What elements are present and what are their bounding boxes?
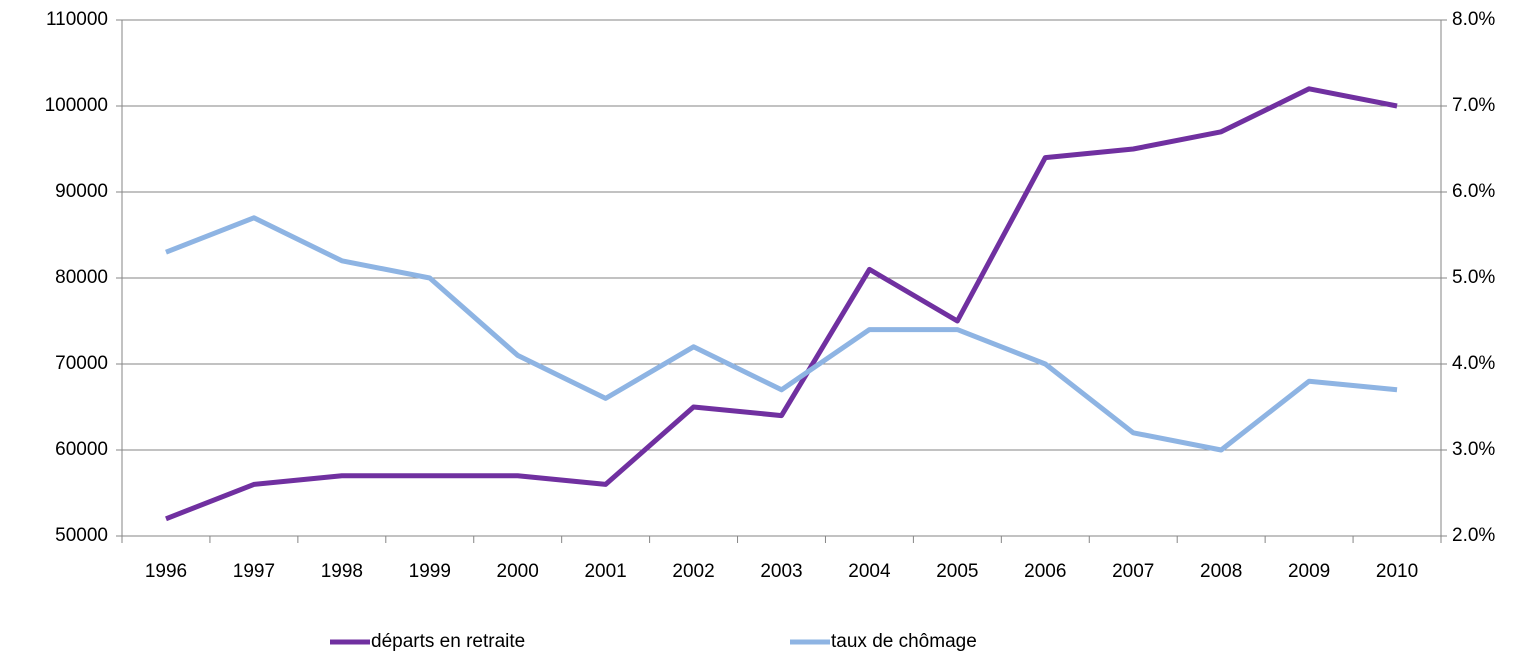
y2-tick-label: 5.0% bbox=[1452, 267, 1495, 288]
x-tick-label: 2006 bbox=[1024, 561, 1066, 582]
y2-tick-label: 8.0% bbox=[1452, 9, 1495, 30]
x-tick-label: 2003 bbox=[760, 561, 802, 582]
y-tick-label: 110000 bbox=[46, 9, 108, 30]
y-tick-label: 80000 bbox=[55, 267, 108, 288]
legend-label: taux de chômage bbox=[831, 631, 977, 652]
legend-label: départs en retraite bbox=[371, 631, 525, 652]
x-tick-label: 2010 bbox=[1376, 561, 1418, 582]
x-tick-label: 1998 bbox=[321, 561, 363, 582]
y2-tick-label: 3.0% bbox=[1452, 439, 1495, 460]
x-tick-label: 2005 bbox=[936, 561, 978, 582]
x-tick-label: 2007 bbox=[1112, 561, 1154, 582]
y-tick-label: 90000 bbox=[55, 181, 108, 202]
x-tick-label: 2001 bbox=[584, 561, 626, 582]
y-tick-label: 70000 bbox=[55, 353, 108, 374]
series-line bbox=[165, 215, 1398, 453]
y-tick-label: 60000 bbox=[55, 439, 108, 460]
y-tick-label: 50000 bbox=[55, 525, 108, 546]
x-tick-label: 2002 bbox=[672, 561, 714, 582]
y2-tick-label: 6.0% bbox=[1452, 181, 1495, 202]
x-tick-label: 1996 bbox=[145, 561, 187, 582]
y2-tick-label: 4.0% bbox=[1452, 353, 1495, 374]
x-tick-label: 2004 bbox=[848, 561, 891, 582]
y2-tick-label: 7.0% bbox=[1452, 95, 1495, 116]
series-line bbox=[165, 86, 1398, 522]
x-tick-label: 2000 bbox=[497, 561, 539, 582]
x-tick-label: 1997 bbox=[233, 561, 275, 582]
x-tick-label: 2008 bbox=[1200, 561, 1242, 582]
y2-tick-label: 2.0% bbox=[1452, 525, 1495, 546]
y-tick-label: 100000 bbox=[45, 95, 108, 116]
x-tick-label: 1999 bbox=[409, 561, 451, 582]
x-tick-label: 2009 bbox=[1288, 561, 1330, 582]
